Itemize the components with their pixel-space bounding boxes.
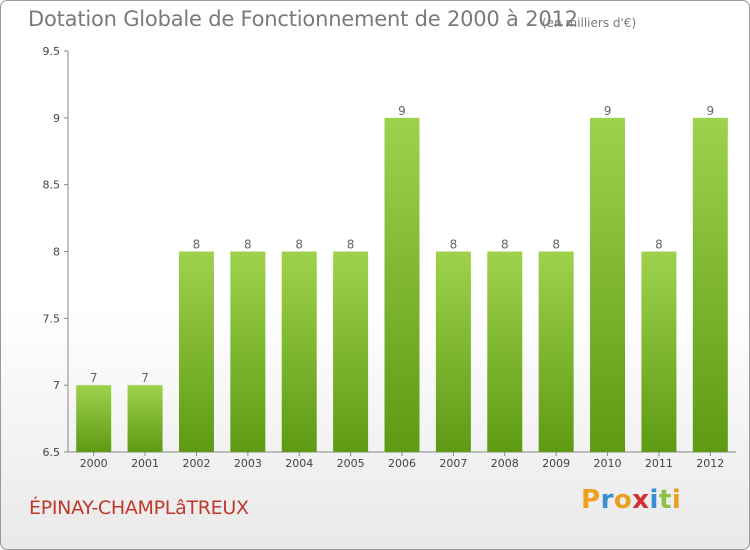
x-tick-label: 2011 [645,457,673,470]
x-tick-label: 2007 [439,457,467,470]
proxiti-logo: Proxiti [581,485,681,515]
x-tick-label: 2009 [542,457,570,470]
chart-title: Dotation Globale de Fonctionnement de 20… [28,7,578,31]
bar [178,251,214,452]
x-tick-label: 2000 [80,457,108,470]
bar [590,117,626,452]
x-tick-label: 2003 [234,457,262,470]
logo-letter: i [671,485,682,515]
bar [76,385,112,452]
bar [230,251,266,452]
data-label: 8 [347,238,355,252]
bar [692,117,728,452]
data-label: 7 [90,371,98,385]
x-tick-label: 2001 [131,457,159,470]
bar [384,117,420,452]
x-tick-label: 2006 [388,457,416,470]
x-tick-label: 2012 [696,457,724,470]
bar [641,251,677,452]
y-tick-label: 8.5 [43,179,61,192]
bar [281,251,317,452]
x-tick-label: 2008 [491,457,519,470]
data-label: 8 [450,238,458,252]
y-tick-label: 6.5 [43,446,61,459]
data-label: 8 [244,238,252,252]
data-label: 8 [552,238,560,252]
logo-letter: P [581,485,601,515]
data-label: 9 [398,104,406,118]
x-tick-label: 2005 [337,457,365,470]
x-tick-label: 2004 [285,457,313,470]
logo-letter: o [613,485,633,515]
data-label: 8 [193,238,201,252]
city-name: ÉPINAY-CHAMPLâTREUX [29,497,249,519]
data-label: 7 [141,371,149,385]
y-tick-label: 7.5 [43,312,61,325]
logo-letter: t [658,485,672,515]
logo-letter: i [649,485,659,515]
unit-note: (en milliers d'€) [542,16,637,30]
bar [435,251,471,452]
bar [333,251,369,452]
data-label: 8 [295,238,303,252]
data-label: 9 [604,104,612,118]
data-label: 9 [706,104,714,118]
data-label: 8 [655,238,663,252]
bar [538,251,574,452]
bar [487,251,523,452]
x-tick-label: 2010 [594,457,622,470]
y-tick-label: 9.5 [43,45,61,58]
y-tick-label: 7 [53,379,60,392]
bar [127,385,163,452]
data-label: 8 [501,238,509,252]
y-tick-label: 8 [53,246,60,259]
y-tick-label: 9 [53,112,60,125]
logo-letter: r [600,485,614,515]
x-tick-label: 2002 [182,457,210,470]
logo-letter: x [632,485,650,515]
